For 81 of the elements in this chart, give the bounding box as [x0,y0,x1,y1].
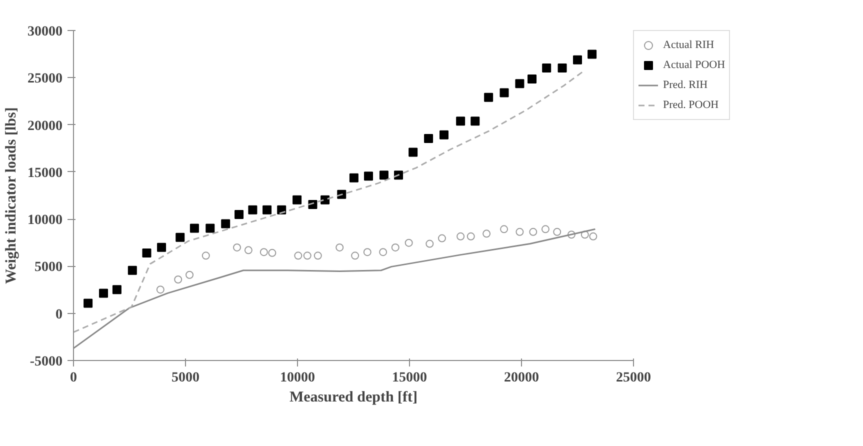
point [580,230,589,239]
y-tick-label: 25000 [28,72,62,87]
y-tick-label: 10000 [28,213,62,228]
point [190,224,199,233]
point [404,238,413,247]
point [142,248,152,258]
point [320,195,330,204]
point [567,230,576,239]
point [233,243,242,252]
point [588,50,597,59]
point [314,252,322,260]
y-axis-title: Weight indicator loads [lbs] [4,107,20,284]
y-tick-label: 5000 [34,260,62,276]
point [500,225,508,234]
legend-label: Actual POOH [663,59,726,71]
point [589,232,598,240]
y-tick-label: -5000 [30,354,63,370]
point [426,240,434,248]
point [542,64,552,73]
point [408,148,418,157]
point [516,228,524,236]
point [84,298,93,308]
point [379,248,388,256]
x-tick-label: 0 [70,370,77,386]
point [558,64,567,73]
point [303,252,312,260]
point [260,248,268,256]
y-tick-label: 20000 [28,118,62,134]
point [541,225,550,234]
legend-label: Actual RIH [663,39,714,51]
point [221,219,230,228]
point [349,173,358,182]
point [515,79,524,88]
point [466,232,475,240]
y-tick-label: 15000 [28,166,62,181]
point [456,232,465,240]
point [439,130,448,140]
x-tick-label: 15000 [392,370,427,386]
point [244,246,252,254]
point [438,234,446,242]
point [456,116,466,126]
x-tick-label: 25000 [616,370,651,386]
point [500,88,509,98]
point [482,230,491,238]
y-tick-label: 0 [56,307,62,322]
point [174,276,182,284]
point [363,248,372,256]
point [157,242,166,252]
point [470,116,480,126]
point [176,232,185,242]
point [128,266,137,275]
legend-label: Pred. POOH [663,99,719,111]
point [99,288,108,298]
point [379,170,388,180]
point [206,224,215,233]
x-tick-label: 20000 [504,370,539,386]
point [424,134,434,144]
point [364,172,374,181]
point [262,205,272,214]
point [186,270,194,279]
point [484,92,494,102]
point [292,195,302,204]
point [294,252,302,260]
point [351,252,360,260]
point [573,55,582,64]
point [268,248,276,257]
point [529,228,538,236]
y-tick-label: 30000 [28,24,62,40]
x-axis-title: Measured depth [ft] [289,390,418,406]
point [336,243,344,252]
x-tick-label: 10000 [280,370,315,386]
point [553,228,562,236]
point [202,252,210,260]
legend-label: Pred. RIH [663,79,708,91]
point [528,74,537,84]
point [112,285,122,294]
point [234,210,244,219]
x-tick-label: 5000 [172,370,200,386]
point [248,205,258,214]
point [391,243,400,252]
point [156,286,164,294]
